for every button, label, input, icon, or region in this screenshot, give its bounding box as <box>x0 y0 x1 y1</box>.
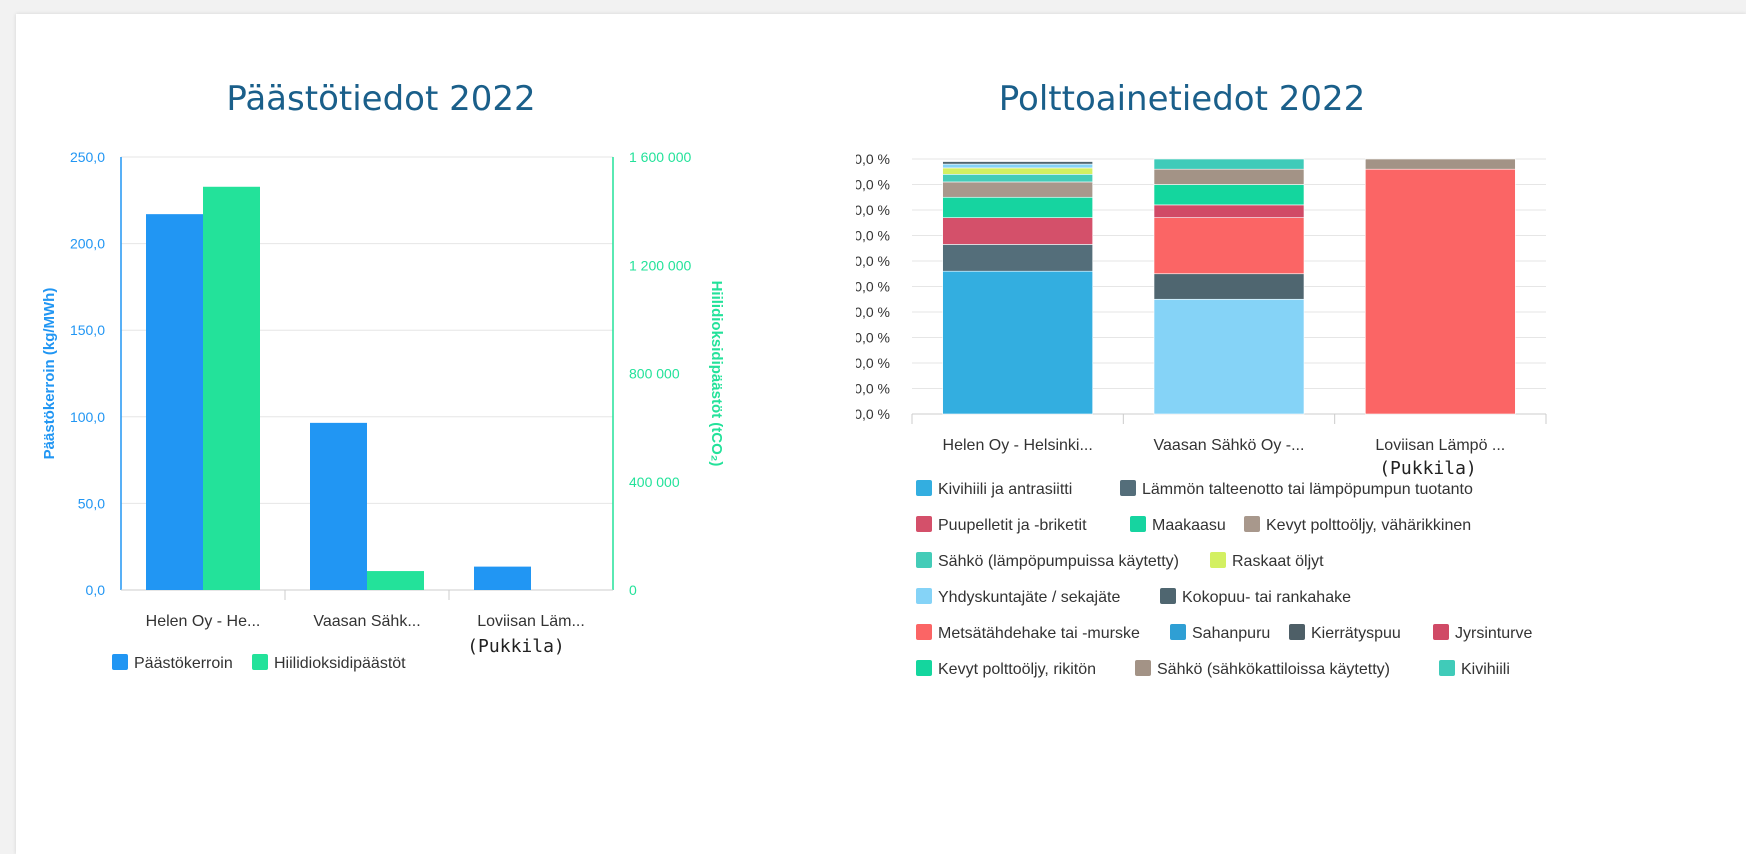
y-tick-label: 100,0 <box>70 409 105 425</box>
legend-swatch[interactable] <box>252 654 268 670</box>
y-tick-label: 0,0 <box>86 582 106 598</box>
y2-tick-label: 1 200 000 <box>629 257 691 273</box>
y-tick-label: 200,0 <box>70 236 105 252</box>
legend-swatch[interactable] <box>1439 660 1455 676</box>
legend-swatch[interactable] <box>1433 624 1449 640</box>
legend-label[interactable]: Päästökerroin <box>134 655 233 672</box>
y2-axis-title: Hiilidioksidipäästöt (tCO₂) <box>708 281 725 467</box>
legend-swatch[interactable] <box>916 480 932 496</box>
category-subtitle: (Pukkila) <box>467 636 565 657</box>
legend-label[interactable]: Kevyt polttoöljy, rikitön <box>938 661 1096 678</box>
y-tick-label: 0,0 % <box>856 406 890 422</box>
legend-swatch[interactable] <box>1160 588 1176 604</box>
legend-swatch[interactable] <box>916 624 932 640</box>
y2-tick-label: 1 600 000 <box>629 149 691 165</box>
legend-label[interactable]: Kivihiili ja antrasiitti <box>938 481 1072 498</box>
y2-tick-label: 400 000 <box>629 474 680 490</box>
category-subtitle: (Pukkila) <box>1379 458 1477 479</box>
y-tick-label: 150,0 <box>70 322 105 338</box>
y2-tick-label: 0 <box>629 582 637 598</box>
stacked-segment[interactable] <box>1153 168 1305 185</box>
x-tick-label: Helen Oy - Helsinki... <box>943 437 1093 454</box>
emissions-chart: Päästötiedot 2022 0,0 50,0 100,0 150,0 200,0 2… <box>41 79 725 672</box>
stacked-segment[interactable] <box>1153 217 1305 275</box>
legend-swatch[interactable] <box>916 552 932 568</box>
legend-swatch[interactable] <box>916 660 932 676</box>
stacked-segment[interactable] <box>942 196 1093 218</box>
legend-label[interactable]: Lämmön talteenotto tai lämpöpumpun tuota… <box>1142 481 1473 498</box>
stacked-segment[interactable] <box>942 217 1093 245</box>
legend-swatch[interactable] <box>1289 624 1305 640</box>
legend-label[interactable]: Kevyt polttoöljy, vähärikkinen <box>1266 517 1471 534</box>
legend-label[interactable]: Kierrätyspuu <box>1311 625 1401 642</box>
dashboard-card: Päästötiedot 2022 0,0 50,0 100,0 150,0 200,0 2… <box>16 14 1746 854</box>
y-tick-label: 10,0 % <box>856 381 890 397</box>
y2-tick-label: 800 000 <box>629 366 680 382</box>
fuel-chart: Polttoainetiedot 2022 0,0 % 10,0 % 20,0 % 30… <box>856 79 1547 678</box>
stacked-segment[interactable] <box>1153 184 1305 206</box>
y-tick-label: 80,0 % <box>856 202 890 218</box>
legend-label[interactable]: Puupelletit ja -briketit <box>938 517 1087 534</box>
y-tick-label: 40,0 % <box>856 304 890 320</box>
bar-paastokerroin[interactable] <box>474 566 531 590</box>
legend-swatch[interactable] <box>916 588 932 604</box>
legend-label[interactable]: Kivihiili <box>1461 661 1510 678</box>
y-tick-label: 50,0 <box>78 495 105 511</box>
chart-title: Päästötiedot 2022 <box>226 79 535 119</box>
bar-paastokerroin[interactable] <box>310 422 367 590</box>
y-tick-label: 30,0 % <box>856 330 890 346</box>
y-tick-label: 60,0 % <box>856 253 890 269</box>
chart-title: Polttoainetiedot 2022 <box>999 79 1366 119</box>
y-tick-label: 250,0 <box>70 149 105 165</box>
legend-swatch[interactable] <box>1244 516 1260 532</box>
legend-swatch[interactable] <box>1130 516 1146 532</box>
x-tick-label: Vaasan Sähkö Oy -... <box>1154 437 1305 454</box>
x-tick-label: Loviisan Läm... <box>477 613 585 630</box>
legend-swatch[interactable] <box>1120 480 1136 496</box>
legend-label[interactable]: Maakaasu <box>1152 517 1226 534</box>
stacked-segment[interactable] <box>1153 298 1305 415</box>
legend-label[interactable]: Sahanpuru <box>1192 625 1270 642</box>
stacked-segment[interactable] <box>1153 204 1305 218</box>
stacked-segment[interactable] <box>942 181 1093 198</box>
legend-label[interactable]: Metsätähdehake tai -murske <box>938 625 1140 642</box>
legend-label[interactable]: Kokopuu- tai rankahake <box>1182 589 1351 606</box>
legend-swatch[interactable] <box>1170 624 1186 640</box>
bar-hiilidioksidipaastot[interactable] <box>203 186 260 591</box>
y-tick-label: 20,0 % <box>856 355 890 371</box>
stacked-segment[interactable] <box>1365 168 1516 415</box>
stacked-segment[interactable] <box>942 167 1093 175</box>
y-tick-label: 50,0 % <box>856 279 890 295</box>
stacked-segment[interactable] <box>1153 273 1305 300</box>
stacked-segment[interactable] <box>942 163 1093 169</box>
legend-label[interactable]: Hiilidioksidipäästöt <box>274 655 406 672</box>
legend-label[interactable]: Sähkö (lämpöpumpuissa käytetty) <box>938 553 1179 570</box>
x-tick-label: Loviisan Lämpö ... <box>1375 437 1505 454</box>
bar-paastokerroin[interactable] <box>146 214 203 590</box>
stacked-segment[interactable] <box>942 174 1093 183</box>
y-tick-label: 70,0 % <box>856 228 890 244</box>
legend-swatch[interactable] <box>1210 552 1226 568</box>
bar-hiilidioksidipaastot[interactable] <box>367 571 424 590</box>
x-tick-label: Vaasan Sähk... <box>313 613 420 630</box>
y-tick-label: 100,0 % <box>856 151 890 167</box>
legend-label[interactable]: Sähkö (sähkökattiloissa käytetty) <box>1157 661 1390 678</box>
stacked-segment[interactable] <box>942 161 1093 165</box>
stacked-segment[interactable] <box>1365 158 1516 170</box>
stacked-segment[interactable] <box>942 270 1093 415</box>
legend-swatch[interactable] <box>916 516 932 532</box>
y-tick-label: 90,0 % <box>856 177 890 193</box>
y-axis-title: Päästökerroin (kg/MWh) <box>41 288 58 460</box>
x-tick-label: Helen Oy - He... <box>146 613 261 630</box>
legend-swatch[interactable] <box>1135 660 1151 676</box>
legend-label[interactable]: Jyrsinturve <box>1455 625 1532 642</box>
stacked-segment[interactable] <box>1153 158 1305 170</box>
stacked-segment[interactable] <box>942 244 1093 272</box>
legend-swatch[interactable] <box>112 654 128 670</box>
legend-label[interactable]: Raskaat öljyt <box>1232 553 1324 570</box>
legend-label[interactable]: Yhdyskuntajäte / sekajäte <box>938 589 1120 606</box>
